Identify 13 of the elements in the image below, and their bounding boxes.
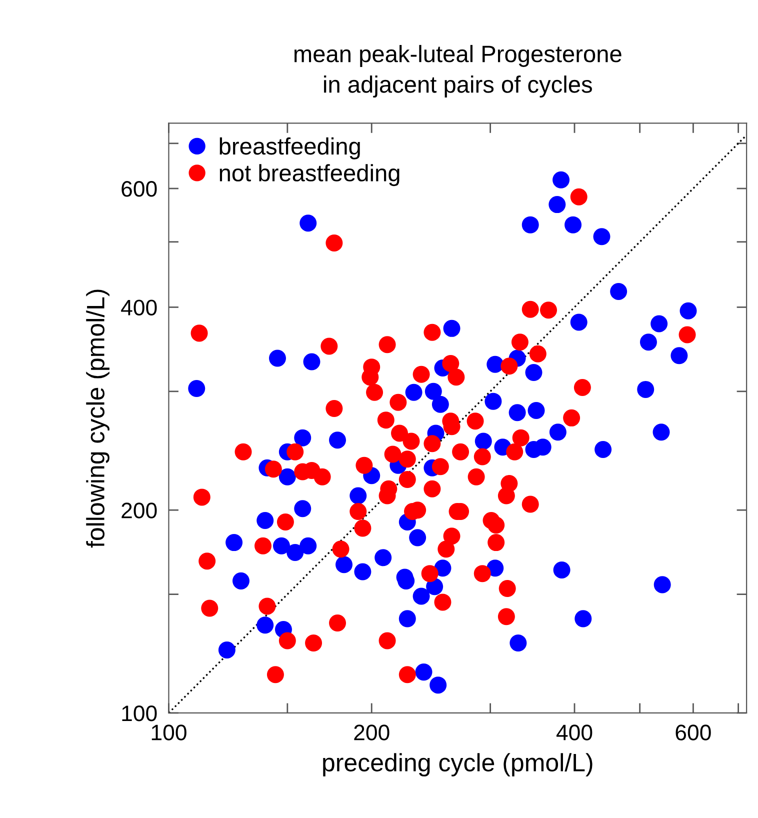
x-tick-label: 100 (152, 724, 186, 740)
y-axis-title: following cycle (pmol/L) (86, 290, 110, 548)
y-tick-label: 200 (122, 502, 157, 518)
legend-label: not breastfeeding (220, 164, 400, 186)
x-tick-label: 600 (676, 724, 711, 740)
x-axis-title: preceding cycle (pmol/L) (323, 753, 592, 776)
chart-title: mean peak-luteal Progesterone in adjacent pairs of cycles (294, 44, 622, 98)
x-tick-label: 200 (354, 724, 390, 740)
legend-label: breastfeeding (220, 137, 360, 160)
x-tick-label: 400 (556, 724, 592, 740)
y-tick-label: 600 (122, 181, 157, 197)
y-tick-label: 100 (122, 706, 157, 722)
y-tick-label: 400 (121, 300, 157, 316)
